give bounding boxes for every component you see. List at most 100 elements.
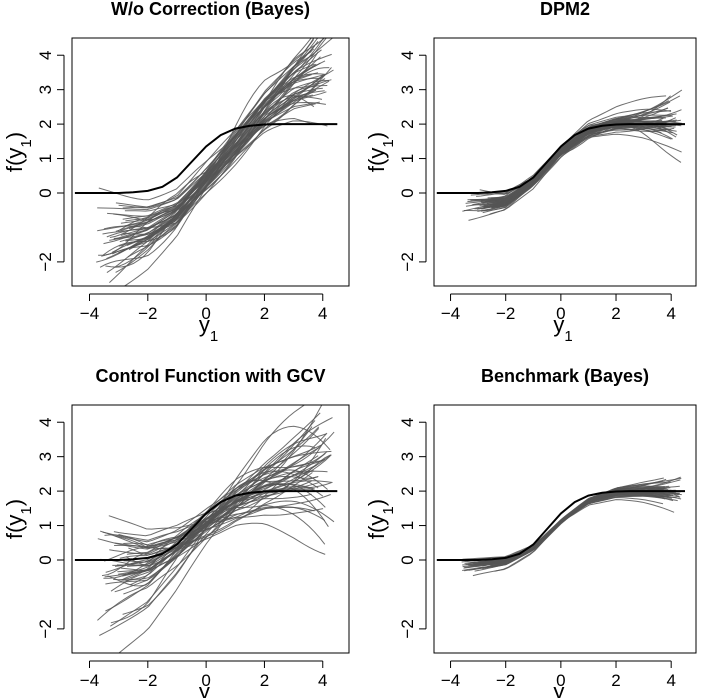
y-tick-label: 2 bbox=[398, 119, 417, 128]
sample-curve bbox=[483, 492, 668, 563]
panel-title: Control Function with GCV bbox=[96, 366, 326, 386]
plot-area bbox=[74, 38, 338, 286]
sample-curve bbox=[115, 49, 322, 208]
x-tick-label: 0 bbox=[201, 671, 210, 690]
sample-curve bbox=[464, 487, 667, 569]
y-tick-label: 2 bbox=[36, 119, 55, 128]
sample-curve bbox=[462, 489, 676, 566]
sample-curve bbox=[124, 80, 330, 212]
plot-frame bbox=[71, 37, 350, 287]
y-axis-label: f(y1) bbox=[364, 132, 397, 172]
sample-curve bbox=[461, 492, 673, 563]
plot-area bbox=[74, 405, 338, 653]
x-tick-label: 4 bbox=[318, 671, 327, 690]
sample-curve bbox=[123, 476, 319, 546]
sample-curve bbox=[114, 452, 326, 549]
true-function-line bbox=[74, 490, 338, 561]
sample-curve bbox=[491, 126, 673, 209]
sample-curve bbox=[102, 38, 327, 256]
y-axis-label: f(y1) bbox=[2, 499, 35, 539]
y-tick-label: −2 bbox=[398, 252, 417, 271]
y-tick-label: 1 bbox=[36, 521, 55, 530]
x-tick-label: −2 bbox=[138, 304, 157, 323]
sample-curve bbox=[99, 446, 320, 636]
sample-curve bbox=[481, 115, 662, 202]
sample-curve bbox=[474, 490, 672, 565]
true-function-line bbox=[436, 490, 685, 561]
sample-curve bbox=[112, 60, 326, 255]
y-tick-label: 1 bbox=[398, 154, 417, 163]
y-tick-label: 0 bbox=[36, 555, 55, 564]
sample-curve bbox=[100, 483, 315, 549]
sample-curve bbox=[469, 489, 672, 564]
sample-curve bbox=[468, 489, 676, 567]
sample-curve bbox=[493, 118, 662, 206]
sample-curve bbox=[478, 485, 680, 564]
sample-curve bbox=[488, 497, 664, 561]
sample-curve bbox=[470, 128, 662, 196]
x-tick-label: 0 bbox=[201, 304, 210, 323]
sample-curve bbox=[115, 522, 326, 555]
sample-curve bbox=[109, 48, 315, 283]
panel-2: DPM2 −4 −2 0 2 4 −2 0 1 2 3 4 y1 f(y1) bbox=[364, 0, 697, 345]
y-tick-label: 1 bbox=[398, 521, 417, 530]
x-tick-label: 2 bbox=[611, 671, 620, 690]
true-function-line bbox=[436, 123, 685, 194]
sample-curve bbox=[105, 470, 315, 585]
panel-4: Benchmark (Bayes) −4 −2 0 2 4 −2 0 1 2 3 4 y1 f(y1) bbox=[364, 366, 697, 698]
panel-title: DPM2 bbox=[540, 0, 590, 19]
sample-curve bbox=[100, 454, 332, 567]
x-tick-label: −4 bbox=[441, 671, 460, 690]
sample-curve bbox=[105, 472, 313, 573]
y-tick-label: 4 bbox=[36, 417, 55, 426]
panel-title: W/o Correction (Bayes) bbox=[111, 0, 310, 19]
x-tick-label: −4 bbox=[80, 304, 99, 323]
y-tick-label: 2 bbox=[36, 486, 55, 495]
sample-curve bbox=[97, 72, 319, 211]
x-tick-label: −2 bbox=[496, 304, 515, 323]
plot-frame bbox=[433, 404, 697, 654]
sample-curve bbox=[114, 94, 315, 268]
panel-1: W/o Correction (Bayes) −4 −2 0 2 4 −2 0 1 2 3 4 y1 f(… bbox=[2, 0, 350, 345]
y-tick-label: 2 bbox=[398, 486, 417, 495]
x-tick-label: 4 bbox=[666, 671, 675, 690]
panel-title: Benchmark (Bayes) bbox=[481, 366, 649, 386]
y-tick-label: 0 bbox=[398, 555, 417, 564]
sample-curve bbox=[472, 487, 679, 565]
sample-curve bbox=[107, 89, 317, 217]
sample-curve bbox=[97, 445, 316, 621]
x-axis-label: y1 bbox=[553, 679, 572, 698]
sample-curve bbox=[118, 89, 317, 209]
plot-area bbox=[436, 476, 685, 577]
x-tick-label: 2 bbox=[611, 304, 620, 323]
x-tick-label: −4 bbox=[80, 671, 99, 690]
x-tick-label: −2 bbox=[138, 671, 157, 690]
y-tick-label: −2 bbox=[36, 252, 55, 271]
x-tick-label: 2 bbox=[260, 671, 269, 690]
sample-curve bbox=[123, 117, 314, 235]
x-tick-label: 2 bbox=[260, 304, 269, 323]
x-tick-label: 4 bbox=[666, 304, 675, 323]
x-tick-label: −4 bbox=[441, 304, 460, 323]
y-tick-label: 3 bbox=[398, 85, 417, 94]
plot-frame bbox=[433, 37, 697, 287]
x-axis-label: y1 bbox=[199, 312, 218, 345]
sample-curve bbox=[120, 38, 312, 236]
y-axis-label: f(y1) bbox=[364, 499, 397, 539]
sample-curve bbox=[462, 495, 672, 568]
sample-curve bbox=[472, 492, 664, 564]
sample-curve bbox=[110, 405, 306, 624]
y-tick-label: 0 bbox=[398, 188, 417, 197]
sample-curve bbox=[123, 95, 323, 286]
y-tick-label: −2 bbox=[398, 619, 417, 638]
x-axis-label: y1 bbox=[553, 312, 572, 345]
y-tick-label: −2 bbox=[36, 619, 55, 638]
sample-curve bbox=[111, 79, 330, 253]
sample-curve bbox=[122, 431, 335, 581]
y-tick-label: 0 bbox=[36, 188, 55, 197]
x-tick-label: −2 bbox=[496, 671, 515, 690]
y-tick-label: 3 bbox=[36, 85, 55, 94]
sample-curve bbox=[464, 487, 678, 572]
x-tick-label: 4 bbox=[318, 304, 327, 323]
